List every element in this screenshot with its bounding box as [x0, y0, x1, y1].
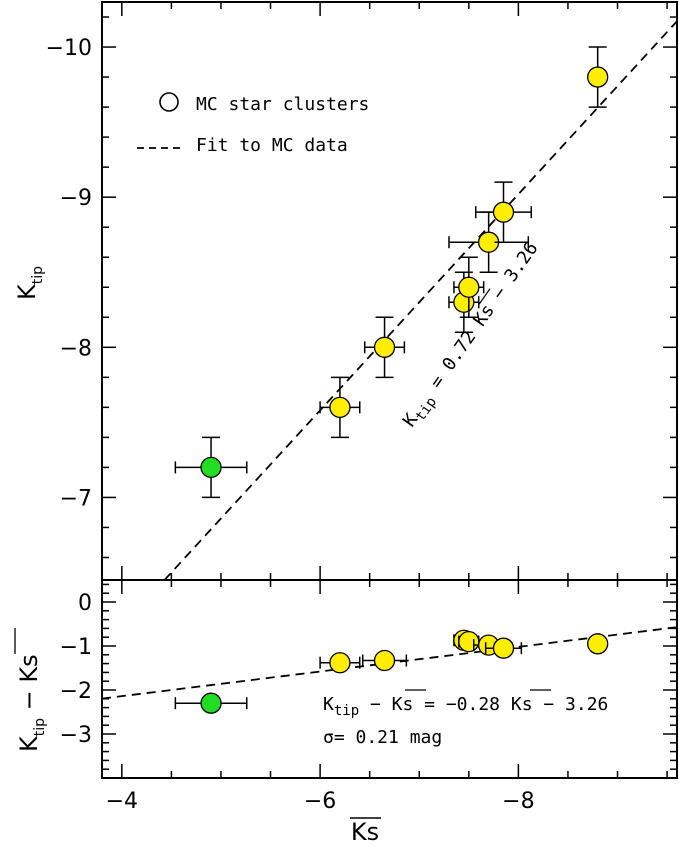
- top-y-axis-title: Ktip: [13, 266, 46, 300]
- y-tick-label: −9: [60, 186, 92, 211]
- marker: [587, 633, 609, 655]
- x-tick-label: −8: [502, 789, 534, 814]
- bottom-fit-annotation: Ktip − Ks = −0.28 Ks − 3.26 σ= 0.21 mag: [323, 689, 608, 748]
- marker: [492, 637, 515, 659]
- x-axis-title: Ks: [350, 817, 381, 846]
- y-tick-label: 0: [78, 591, 92, 616]
- marker: [200, 456, 222, 479]
- data-point: [458, 630, 480, 653]
- marker: [200, 692, 222, 714]
- data-point: [361, 649, 408, 672]
- top-fit-line: [163, 20, 678, 581]
- marker: [373, 336, 396, 358]
- y-tick-label: −10: [46, 36, 92, 61]
- y-tick-label: −2: [60, 679, 92, 704]
- data-point: [453, 256, 485, 319]
- y-tick-label: −1: [60, 635, 92, 660]
- svg-text:Ktip − Ks: Ktip − Ks: [15, 654, 48, 752]
- marker: [458, 276, 480, 298]
- top-ticks: −7 −8 −9 −10: [46, 2, 677, 580]
- top-plot-frame: [101, 1, 678, 581]
- marker: [329, 652, 351, 674]
- marker: [373, 649, 396, 672]
- sigma-annotation: σ= 0.21 mag: [323, 727, 442, 748]
- svg-text:Ks: Ks: [351, 818, 379, 846]
- data-point: [319, 652, 361, 674]
- data-point: [587, 633, 609, 655]
- fit-line: [163, 20, 678, 581]
- data-point: [587, 46, 609, 108]
- bottom-ticks: 0 −1 −2 −3 −4 −6 −8: [60, 580, 677, 814]
- legend: MC star clusters Fit to MC data: [137, 92, 369, 156]
- anno-ks-bar: [478, 288, 491, 305]
- svg-text:Ktip: Ktip: [13, 266, 46, 300]
- x-tick-label: −6: [304, 789, 336, 814]
- data-point: [484, 637, 523, 659]
- svg-text:Ktip − Ks = −0.28 Ks − 3.26: Ktip − Ks = −0.28 Ks − 3.26: [323, 694, 608, 719]
- data-point: [363, 316, 406, 379]
- bottom-plot-frame: [101, 579, 678, 779]
- bottom-points: [174, 629, 609, 714]
- marker: [329, 396, 351, 419]
- data-point: [475, 181, 533, 243]
- data-point: [319, 376, 361, 439]
- top-points: [174, 46, 609, 499]
- top-fit-annotation: Ktip = 0.72 Ks − 3.26: [399, 238, 546, 433]
- marker: [492, 201, 515, 223]
- marker: [458, 630, 480, 653]
- data-point: [174, 692, 248, 714]
- y-tick-label: −8: [60, 336, 92, 361]
- legend-label-fit: Fit to MC data: [196, 135, 348, 156]
- legend-label-clusters: MC star clusters: [196, 94, 369, 115]
- marker: [587, 66, 609, 88]
- legend-open-circle-symbol: [159, 92, 179, 112]
- y-tick-label: −7: [60, 486, 92, 511]
- svg-text:Ktip = 0.72 Ks − 3.26: Ktip = 0.72 Ks − 3.26: [399, 238, 546, 433]
- y-tick-label: −3: [60, 723, 92, 748]
- x-tick-label: −4: [106, 789, 138, 814]
- anno-rest: = 0.72 Ks − 3.26: [420, 238, 543, 401]
- data-point: [174, 436, 248, 499]
- bottom-y-axis-title: Ktip − Ks: [14, 628, 48, 752]
- top-panel: −7 −8 −9 −10 MC star clusters Fit to MC dat…: [13, 1, 678, 581]
- bottom-panel: 0 −1 −2 −3 −4 −6 −8 Ktip − Ks = −0.28 Ks − 3.2…: [14, 579, 678, 846]
